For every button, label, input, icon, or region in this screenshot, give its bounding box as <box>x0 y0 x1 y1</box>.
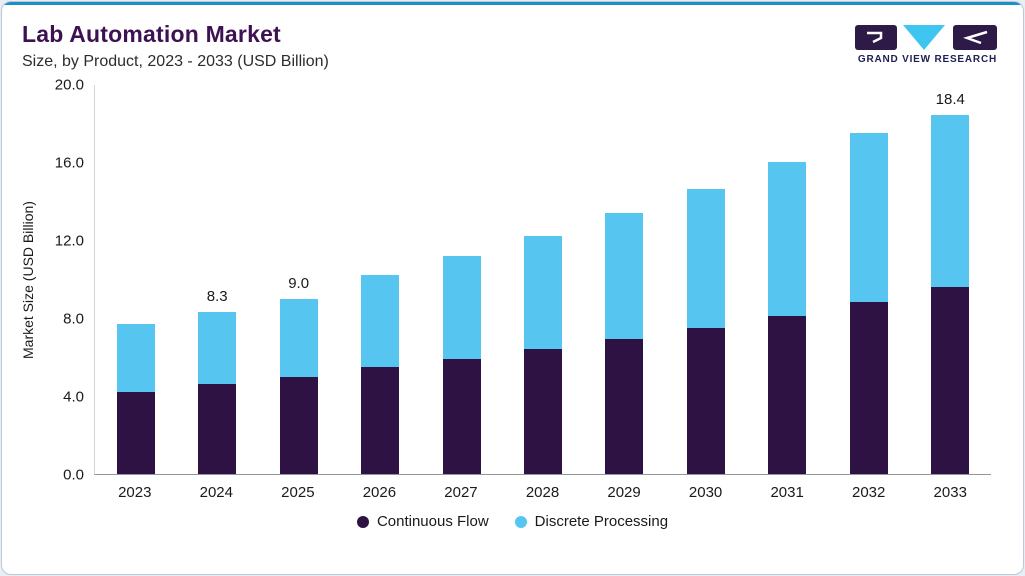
bar-group <box>665 85 746 474</box>
plot-area: 8.3 9.0 18.4 <box>94 85 991 475</box>
bar-segment-continuous-flow <box>442 358 481 474</box>
bar-group <box>828 85 909 474</box>
x-tick-label: 2027 <box>444 484 478 501</box>
y-tick-label: 20.0 <box>54 76 84 94</box>
header: Lab Automation Market Size, by Product, … <box>2 5 1023 71</box>
bar-group: 8.3 <box>176 85 257 474</box>
x-tick-label: 2025 <box>281 484 315 501</box>
bar-segment-continuous-flow <box>686 327 725 474</box>
chart-body: 8.3 9.0 18.4 2023 2024 2025 2026 2027 2028 2029 2… <box>94 85 991 507</box>
x-tick-label: 2030 <box>688 484 723 501</box>
bar-segment-discrete-processing <box>116 323 155 393</box>
bar-stack <box>116 323 155 474</box>
bar-stack <box>523 236 562 474</box>
bar-segment-continuous-flow <box>768 316 807 474</box>
bar-segment-discrete-processing <box>279 298 318 377</box>
x-tick-label: 2031 <box>770 484 804 501</box>
y-tick-label: 8.0 <box>63 310 84 328</box>
legend-dot-icon <box>514 515 527 528</box>
bar-segment-discrete-processing <box>442 255 481 359</box>
bar-stack <box>605 212 644 474</box>
bar-segment-continuous-flow <box>279 376 318 474</box>
page-title: Lab Automation Market <box>22 21 281 47</box>
x-tick-label: 2028 <box>525 484 560 501</box>
bar-stack <box>279 298 318 474</box>
header-text: Lab Automation Market Size, by Product, … <box>22 21 329 71</box>
bar-segment-discrete-processing <box>768 162 807 317</box>
bar-segment-discrete-processing <box>198 312 237 385</box>
bar-segment-discrete-processing <box>849 132 888 303</box>
bar-segment-continuous-flow <box>361 366 400 474</box>
y-axis-title: Market Size (USD Billion) <box>20 201 36 359</box>
bar-group: 18.4 <box>910 85 991 474</box>
x-tick-label: 2033 <box>933 484 967 501</box>
bar-group <box>339 85 420 474</box>
brand-logo-text: GRAND VIEW RESEARCH <box>857 54 997 65</box>
bar-segment-discrete-processing <box>605 212 644 340</box>
bar-segment-continuous-flow <box>198 384 237 474</box>
bar-stack <box>931 115 970 474</box>
bars-row: 8.3 9.0 18.4 <box>95 85 991 474</box>
x-tick-label: 2032 <box>852 484 886 501</box>
bar-stack <box>442 255 481 474</box>
bar-group <box>747 85 828 474</box>
y-tick-label: 12.0 <box>54 232 84 250</box>
legend-dot-icon <box>356 515 369 528</box>
bar-group: 9.0 <box>258 85 339 474</box>
bar-segment-discrete-processing <box>931 115 970 287</box>
bar-segment-continuous-flow <box>849 302 888 474</box>
bar-stack <box>361 275 400 474</box>
y-tick-label: 16.0 <box>54 154 84 172</box>
bar-group <box>584 85 665 474</box>
legend-label: Continuous Flow <box>376 513 489 530</box>
y-tick-label: 4.0 <box>63 388 84 406</box>
grand-view-research-logo-icon <box>855 25 997 50</box>
legend-item-discrete-processing: Discrete Processing <box>514 513 669 530</box>
bar-segment-discrete-processing <box>686 189 725 328</box>
y-tick-label: 0.0 <box>63 466 84 484</box>
brand-logo: GRAND VIEW RESEARCH <box>855 21 997 65</box>
legend-label: Discrete Processing <box>534 513 669 530</box>
bar-segment-continuous-flow <box>116 392 155 474</box>
x-tick-label: 2026 <box>362 484 397 501</box>
bar-value-label: 8.3 <box>206 288 228 306</box>
legend-item-continuous-flow: Continuous Flow <box>356 513 489 530</box>
bar-segment-discrete-processing <box>523 236 562 350</box>
y-axis-ticks: 0.0 4.0 8.0 12.0 16.0 20.0 <box>42 77 94 484</box>
top-accent-line <box>2 2 1023 5</box>
bar-segment-discrete-processing <box>361 275 400 367</box>
page-subtitle: Size, by Product, 2023 - 2033 (USD Billi… <box>22 53 329 70</box>
chart-area: Market Size (USD Billion) 0.0 4.0 8.0 12.0 1… <box>2 71 1023 507</box>
bar-segment-continuous-flow <box>605 339 644 474</box>
bar-value-label: 9.0 <box>288 274 310 292</box>
x-tick-label: 2029 <box>607 484 641 501</box>
bar-group <box>95 85 176 474</box>
bar-segment-continuous-flow <box>931 286 970 474</box>
x-tick-label: 2024 <box>199 484 233 501</box>
x-tick-label: 2023 <box>118 484 152 501</box>
bar-stack <box>768 162 807 474</box>
x-axis-ticks: 2023 2024 2025 2026 2027 2028 2029 2030 2031 2032… <box>94 475 991 507</box>
bar-group <box>502 85 583 474</box>
bar-value-label: 18.4 <box>935 91 965 109</box>
bar-stack <box>198 312 237 474</box>
bar-segment-continuous-flow <box>523 349 562 474</box>
legend: Continuous Flow Discrete Processing <box>2 507 1023 530</box>
bar-stack <box>686 189 725 474</box>
bar-stack <box>849 132 888 474</box>
bar-group <box>421 85 502 474</box>
